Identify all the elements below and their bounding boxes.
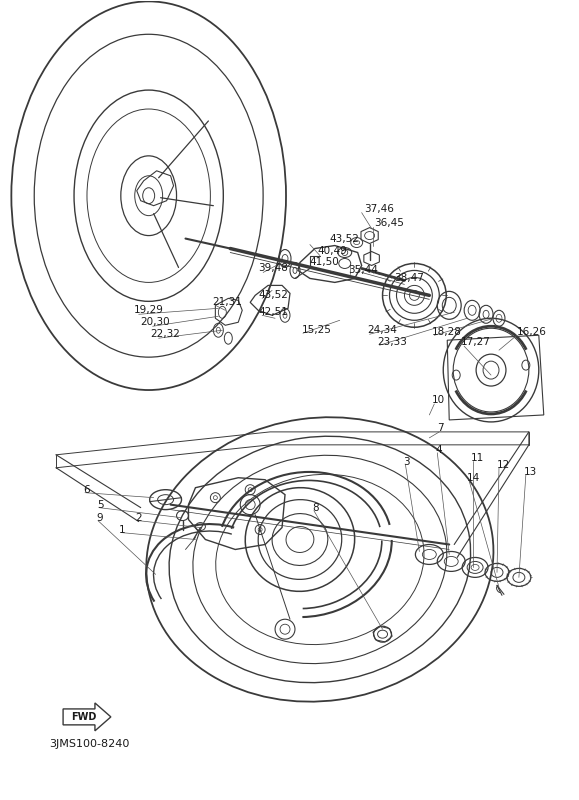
Text: 22,32: 22,32 xyxy=(151,330,181,339)
Text: 19,29: 19,29 xyxy=(134,306,164,315)
Text: 16,26: 16,26 xyxy=(517,327,547,338)
Text: 12: 12 xyxy=(497,460,510,470)
Text: 23,33: 23,33 xyxy=(378,338,408,347)
Text: 37,46: 37,46 xyxy=(365,204,394,214)
Text: 6: 6 xyxy=(83,485,90,494)
Text: 2: 2 xyxy=(135,513,142,522)
Text: 18,28: 18,28 xyxy=(431,327,461,338)
Text: 24,34: 24,34 xyxy=(368,326,398,335)
Text: 38,47: 38,47 xyxy=(394,274,424,283)
Text: 3JMS100-8240: 3JMS100-8240 xyxy=(49,739,130,749)
Text: 10: 10 xyxy=(431,395,445,405)
Text: 17,27: 17,27 xyxy=(461,338,491,347)
Text: 41,50: 41,50 xyxy=(310,258,340,267)
Text: 9: 9 xyxy=(96,513,102,522)
Text: 3: 3 xyxy=(404,457,410,466)
Text: 13: 13 xyxy=(524,466,537,477)
Text: 4: 4 xyxy=(435,445,442,455)
Text: 11: 11 xyxy=(471,453,485,462)
Text: 8: 8 xyxy=(312,502,318,513)
Text: 43,52: 43,52 xyxy=(258,290,288,300)
Text: 5: 5 xyxy=(97,500,104,510)
Text: 7: 7 xyxy=(437,423,444,433)
Text: 1: 1 xyxy=(119,525,126,534)
Text: 40,49: 40,49 xyxy=(318,246,347,255)
Text: 15,25: 15,25 xyxy=(302,326,332,335)
Text: 14: 14 xyxy=(467,473,481,482)
Text: 36,45: 36,45 xyxy=(375,218,405,228)
Text: 20,30: 20,30 xyxy=(141,318,170,327)
Text: 35,44: 35,44 xyxy=(348,266,378,275)
Text: 43,52: 43,52 xyxy=(330,234,360,243)
Text: 21,31: 21,31 xyxy=(212,298,242,307)
Text: 42,51: 42,51 xyxy=(258,307,288,318)
Text: FWD: FWD xyxy=(71,712,97,722)
Text: 39,48: 39,48 xyxy=(258,263,288,274)
